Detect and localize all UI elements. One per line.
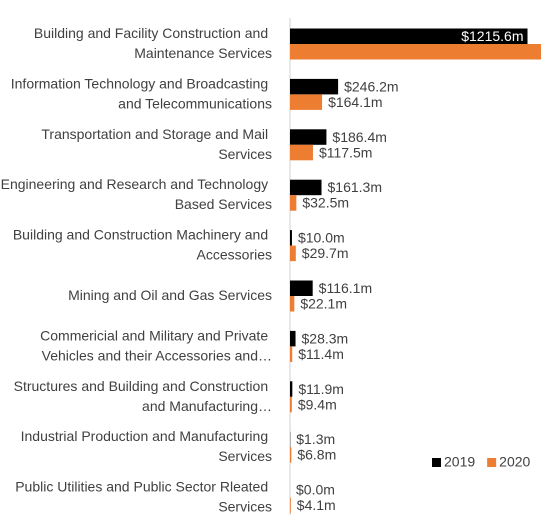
value-label: $6.8m — [297, 447, 336, 463]
category-label: Building and Facility Construction and M… — [34, 25, 272, 61]
bar — [290, 296, 295, 312]
bar — [290, 497, 291, 514]
value-label: $117.5m — [319, 144, 372, 160]
category-label: Information Technology and Broadcasting … — [11, 75, 272, 111]
bar — [290, 330, 296, 347]
bar — [290, 245, 296, 262]
category-label: Mining and Oil and Gas Services — [68, 287, 272, 303]
legend-swatch — [487, 458, 497, 467]
bar — [290, 396, 292, 413]
legend-label: 2019 — [444, 454, 475, 470]
category-label: Building and Construction Machinery and … — [13, 226, 272, 262]
value-label: $9.4m — [298, 396, 337, 412]
bar — [290, 381, 293, 397]
value-label: $186.4m — [332, 129, 386, 145]
bar — [290, 144, 313, 161]
value-label: $164.1m — [328, 94, 382, 110]
bar — [290, 280, 313, 296]
category-label: Transportation and Storage and Mail Serv… — [41, 126, 272, 162]
value-label: $161.3m — [328, 179, 382, 195]
value-label: $246.2m — [344, 78, 398, 94]
bar — [290, 129, 327, 145]
category-label: Engineering and Research and Technology … — [1, 176, 272, 212]
category-label: Structures and Building and Construction… — [14, 378, 272, 414]
bar — [290, 94, 323, 110]
bar — [290, 78, 339, 95]
value-label: $10.0m — [298, 230, 345, 246]
value-label: $29.7m — [302, 245, 349, 261]
value-label: $11.9m — [298, 381, 344, 397]
category-label: Industrial Production and Manufacturing … — [21, 428, 272, 464]
value-label: $22.1m — [300, 295, 347, 311]
category-label: Public Utilities and Public Sector Rleat… — [15, 478, 272, 514]
bar — [290, 195, 297, 211]
bar — [290, 28, 528, 44]
category-label: Commericial and Military and Private Veh… — [40, 327, 272, 363]
value-label: $28.3m — [302, 330, 349, 346]
bar — [290, 447, 292, 463]
bar — [290, 44, 541, 60]
legend-label: 2020 — [499, 454, 530, 470]
value-label: $0.0m — [296, 482, 335, 498]
value-label: $32.5m — [302, 195, 349, 211]
bar — [290, 346, 293, 362]
value-label: $1.3m — [296, 431, 335, 447]
legend-swatch — [432, 458, 441, 467]
value-label: $1215.6m — [461, 28, 523, 44]
bar — [290, 230, 292, 246]
value-label: $11.4m — [298, 346, 344, 362]
value-label: $4.1m — [297, 497, 336, 513]
bar — [290, 179, 322, 196]
value-label: $116.1m — [319, 280, 372, 296]
